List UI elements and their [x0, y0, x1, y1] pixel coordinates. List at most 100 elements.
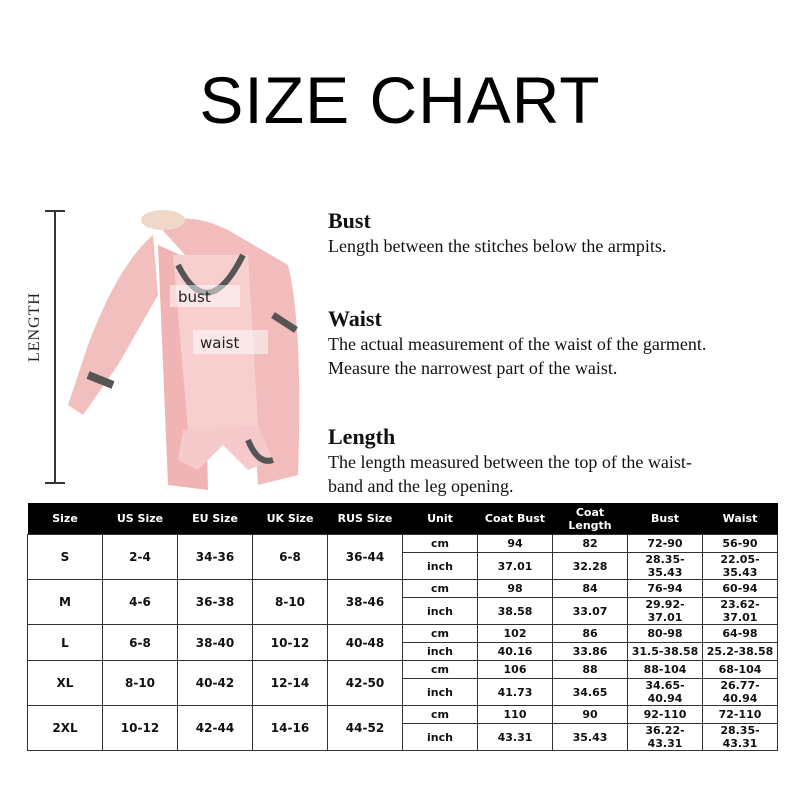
cell-uk: 10-12 [252, 624, 328, 661]
cell-uk: 6-8 [252, 534, 328, 580]
cell-cm: cm [402, 660, 478, 679]
cell-cm: 106 [477, 660, 553, 679]
cell-cm: 64-98 [702, 624, 778, 643]
cell-size: 2XL [27, 705, 103, 751]
cell-uk: 14-16 [252, 705, 328, 751]
table-row: inch 37.01 32.28 28.35-35.43 22.05-35.43 [28, 552, 778, 580]
length-indicator-line [54, 211, 56, 483]
cell-cm: 72-90 [627, 534, 703, 553]
length-cap-bottom [45, 482, 65, 484]
cell-cm: 98 [477, 579, 553, 598]
cell-inch: 28.35-43.31 [702, 723, 778, 751]
cell-inch: inch [402, 597, 478, 625]
cell-cm: 68-104 [702, 660, 778, 679]
cell-rus: 42-50 [327, 660, 403, 706]
cell-inch: 37.01 [477, 552, 553, 580]
cell-inch: inch [402, 552, 478, 580]
cell-us: 8-10 [102, 660, 178, 706]
cell-eu: 36-38 [177, 579, 253, 625]
table-row: inch 41.73 34.65 34.65-40.94 26.77-40.94 [28, 678, 778, 706]
cell-cm: cm [402, 624, 478, 643]
length-description: Length The length measured between the t… [328, 424, 692, 498]
bust-text: Length between the stitches below the ar… [328, 236, 667, 256]
table-row: L 6-8 38-40 10-12 40-48 cm 102 86 80-98 64-98 [27, 624, 778, 661]
cell-inch: inch [402, 723, 478, 751]
product-photo: bust waist [68, 210, 300, 490]
cell-inch: 26.77-40.94 [702, 678, 778, 706]
column-header: Coat Length [552, 503, 628, 535]
cell-cm: 72-110 [702, 705, 778, 724]
length-text-1: The length measured between the top of t… [328, 452, 692, 472]
size-table: Size US Size EU Size UK Size RUS Size Unit Coa… [27, 503, 778, 751]
cell-us: 10-12 [102, 705, 178, 751]
column-header: Waist [702, 503, 778, 535]
waist-heading: Waist [328, 306, 382, 331]
column-header: Coat Bust [477, 503, 553, 535]
waist-text-2: Measure the narrowest part of the waist. [328, 358, 618, 378]
cell-inch: 33.86 [552, 642, 628, 661]
length-text-2: band and the leg opening. [328, 476, 514, 496]
column-header: Unit [402, 503, 478, 535]
cell-size: S [27, 534, 103, 580]
cell-us: 2-4 [102, 534, 178, 580]
column-header: US Size [102, 503, 178, 535]
cell-inch: inch [402, 642, 478, 661]
page-title: SIZE CHART [199, 63, 601, 137]
cell-inch: 23.62-37.01 [702, 597, 778, 625]
cell-cm: cm [402, 705, 478, 724]
table-row: inch 38.58 33.07 29.92-37.01 23.62-37.01 [28, 597, 778, 625]
cell-cm: 88 [552, 660, 628, 679]
cell-us: 6-8 [102, 624, 178, 661]
column-header: RUS Size [327, 503, 403, 535]
bust-heading: Bust [328, 208, 371, 233]
column-header: Size [27, 503, 103, 535]
cell-cm: 86 [552, 624, 628, 643]
cell-size: M [27, 579, 103, 625]
cell-inch: 28.35-35.43 [627, 552, 703, 580]
table-row: XL 8-10 40-42 12-14 42-50 cm 106 88 88-104 68-104 [27, 660, 778, 706]
cell-inch: 43.31 [477, 723, 553, 751]
cell-inch: 32.28 [552, 552, 628, 580]
cell-uk: 8-10 [252, 579, 328, 625]
cell-cm: 76-94 [627, 579, 703, 598]
cell-eu: 34-36 [177, 534, 253, 580]
cell-cm: 84 [552, 579, 628, 598]
cell-cm: 92-110 [627, 705, 703, 724]
table-row: inch 40.16 33.86 31.5-38.58 25.2-38.58 [28, 642, 778, 661]
cell-cm: 82 [552, 534, 628, 553]
cell-eu: 38-40 [177, 624, 253, 661]
cell-inch: 29.92-37.01 [627, 597, 703, 625]
column-header: Bust [627, 503, 703, 535]
length-label: LENGTH [26, 292, 43, 362]
cell-rus: 40-48 [327, 624, 403, 661]
cell-inch: 33.07 [552, 597, 628, 625]
waist-label: waist [200, 334, 239, 352]
length-heading: Length [328, 424, 396, 449]
cell-inch: 41.73 [477, 678, 553, 706]
cell-inch: 40.16 [477, 642, 553, 661]
cell-inch: 31.5-38.58 [627, 642, 703, 661]
cell-uk: 12-14 [252, 660, 328, 706]
length-cap-top [45, 210, 65, 212]
column-header: EU Size [177, 503, 253, 535]
cell-size: XL [27, 660, 103, 706]
cell-inch: 38.58 [477, 597, 553, 625]
cell-cm: 80-98 [627, 624, 703, 643]
cell-cm: 110 [477, 705, 553, 724]
cell-cm: 90 [552, 705, 628, 724]
cell-rus: 38-46 [327, 579, 403, 625]
bust-label: bust [178, 288, 211, 306]
cell-cm: 102 [477, 624, 553, 643]
table-row: S 2-4 34-36 6-8 36-44 cm 94 82 72-90 56-90 [27, 534, 778, 580]
cell-rus: 36-44 [327, 534, 403, 580]
cell-inch: 22.05-35.43 [702, 552, 778, 580]
cell-cm: 60-94 [702, 579, 778, 598]
waist-text-1: The actual measurement of the waist of t… [328, 334, 707, 354]
cell-size: L [27, 624, 103, 661]
table-row: inch 43.31 35.43 36.22-43.31 28.35-43.31 [28, 723, 778, 751]
cell-rus: 44-52 [327, 705, 403, 751]
cell-us: 4-6 [102, 579, 178, 625]
cell-eu: 40-42 [177, 660, 253, 706]
cell-cm: cm [402, 579, 478, 598]
cell-inch: 36.22-43.31 [627, 723, 703, 751]
